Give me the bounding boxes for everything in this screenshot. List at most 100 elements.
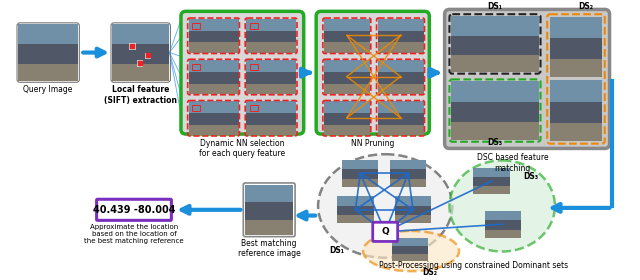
Text: Approximate the location
based on the location of
the best matching reference: Approximate the location based on the lo… [84, 224, 184, 244]
Bar [378, 101, 424, 135]
Bar [342, 160, 378, 187]
Bar [550, 59, 602, 78]
Text: 40.439 -80.004: 40.439 -80.004 [93, 205, 175, 215]
Bar [189, 101, 239, 135]
Text: Local feature
(SIFT) extraction: Local feature (SIFT) extraction [104, 85, 177, 104]
Bar [18, 44, 78, 64]
Bar [324, 19, 370, 53]
Bar [189, 60, 239, 72]
Bar [245, 185, 293, 202]
Bar [324, 43, 370, 53]
Bar [324, 60, 370, 72]
Bar [474, 177, 510, 186]
Bar [451, 122, 539, 140]
Bar [550, 80, 602, 102]
Ellipse shape [449, 160, 555, 251]
Text: DS₁: DS₁ [330, 246, 345, 255]
Text: Best matching
reference image: Best matching reference image [238, 239, 301, 258]
Text: Dynamic NN selection
for each query feature: Dynamic NN selection for each query feat… [199, 139, 285, 158]
Bar [245, 185, 293, 235]
Text: Q: Q [381, 227, 389, 236]
Bar [189, 101, 239, 113]
Bar [390, 160, 426, 187]
Bar [189, 125, 239, 135]
Bar [378, 101, 424, 113]
Bar [189, 19, 239, 31]
Text: NN Pruning: NN Pruning [351, 139, 394, 148]
Text: Post-Processing using constrained Dominant sets: Post-Processing using constrained Domina… [379, 261, 568, 270]
Bar [337, 196, 374, 206]
Bar [324, 101, 370, 135]
Bar [324, 101, 370, 113]
Text: DS₃: DS₃ [488, 137, 502, 146]
Bar [18, 24, 78, 81]
Text: DS₁: DS₁ [488, 2, 502, 11]
Bar [193, 64, 200, 70]
Bar [245, 220, 293, 235]
Bar [378, 72, 424, 84]
Bar [246, 125, 296, 135]
Bar [337, 206, 374, 215]
Bar [342, 179, 378, 187]
Bar [246, 19, 296, 31]
Bar [390, 160, 426, 169]
Bar [485, 230, 522, 238]
Bar [189, 84, 239, 94]
Bar [395, 215, 431, 223]
Bar [245, 202, 293, 220]
Bar [378, 19, 424, 53]
Bar [246, 60, 296, 72]
Bar [392, 238, 428, 246]
Bar [342, 169, 378, 179]
Text: DS₃: DS₃ [524, 172, 538, 181]
Bar [324, 19, 370, 31]
Bar [485, 211, 522, 238]
Bar [189, 60, 239, 94]
Bar [246, 72, 296, 84]
FancyBboxPatch shape [181, 11, 304, 134]
Bar [324, 84, 370, 94]
Bar [378, 43, 424, 53]
Bar [246, 113, 296, 125]
Bar [246, 84, 296, 94]
Bar [189, 113, 239, 125]
FancyBboxPatch shape [445, 10, 609, 148]
Bar [451, 102, 539, 122]
Bar [378, 60, 424, 72]
Bar [189, 43, 239, 53]
Bar [378, 84, 424, 94]
Bar [337, 196, 374, 223]
Bar [392, 254, 428, 261]
Text: DS₂: DS₂ [578, 2, 593, 11]
Bar [324, 60, 370, 94]
Bar [451, 36, 539, 55]
Bar [246, 101, 296, 135]
Bar [550, 38, 602, 59]
Bar [451, 81, 539, 140]
Bar [112, 44, 170, 64]
Bar [189, 31, 239, 43]
Bar [250, 64, 258, 70]
Bar [324, 125, 370, 135]
Bar [378, 60, 424, 94]
Bar [395, 196, 431, 206]
Bar [395, 206, 431, 215]
Bar [246, 31, 296, 43]
Bar [193, 23, 200, 29]
Bar [451, 55, 539, 72]
Bar [390, 179, 426, 187]
Bar [550, 17, 602, 38]
Bar [250, 23, 258, 29]
Bar [451, 16, 539, 36]
Bar [324, 113, 370, 125]
Bar [18, 24, 78, 44]
FancyBboxPatch shape [97, 199, 172, 220]
Bar [378, 31, 424, 43]
Bar [112, 24, 170, 44]
Bar [378, 125, 424, 135]
Bar [189, 19, 239, 53]
Text: DS₂: DS₂ [422, 268, 438, 277]
FancyBboxPatch shape [372, 222, 397, 241]
Bar [474, 168, 510, 195]
Bar [390, 169, 426, 179]
